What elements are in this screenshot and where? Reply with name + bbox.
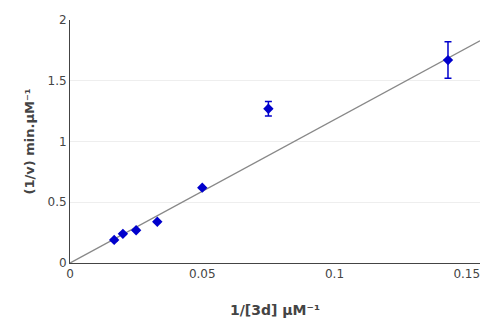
svg-text:0: 0 [66,267,74,281]
svg-text:2: 2 [59,13,67,27]
svg-text:1/[3d] μM⁻¹: 1/[3d] μM⁻¹ [230,302,320,318]
svg-text:0.5: 0.5 [48,195,67,209]
svg-text:0.1: 0.1 [325,267,344,281]
svg-text:0.05: 0.05 [189,267,216,281]
svg-text:(1/v) min.μM⁻¹: (1/v) min.μM⁻¹ [22,89,37,195]
svg-text:1: 1 [59,135,67,149]
svg-text:0: 0 [59,256,67,270]
svg-text:0.15: 0.15 [453,267,480,281]
svg-text:1.5: 1.5 [48,74,67,88]
